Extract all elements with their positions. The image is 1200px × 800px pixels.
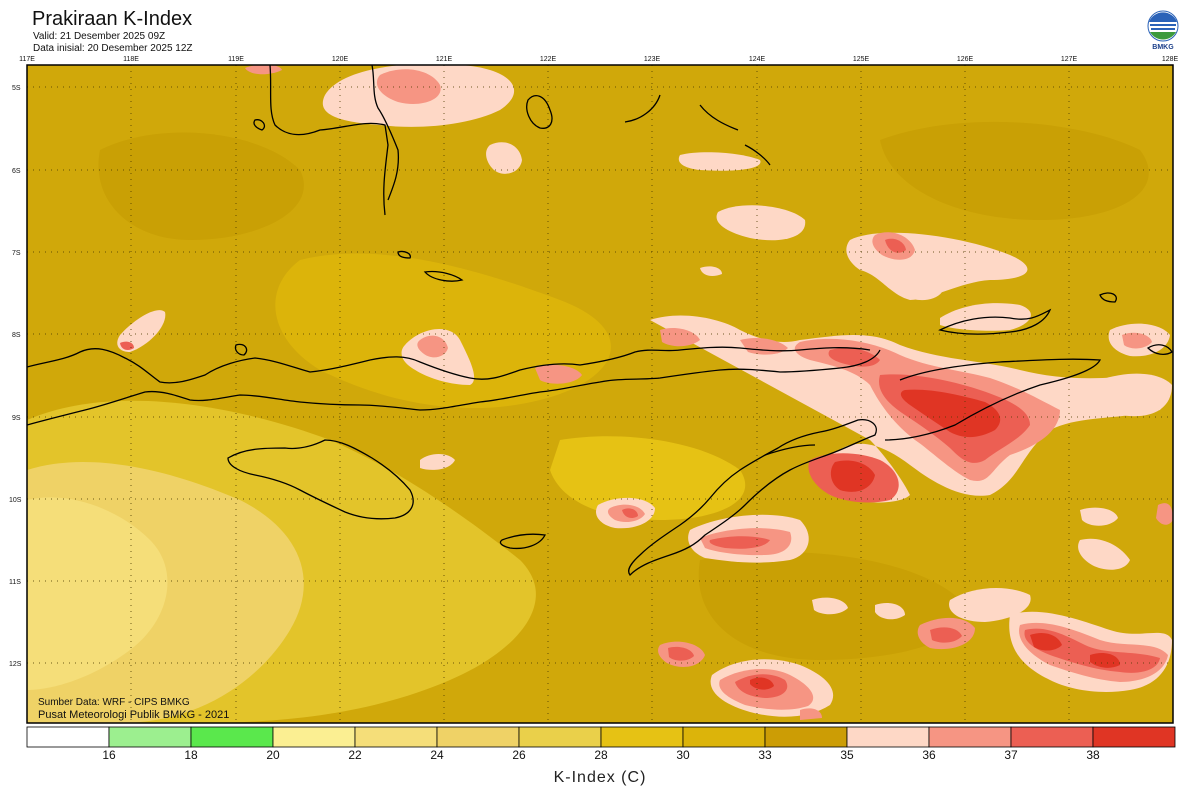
colorbar-swatch	[26, 726, 110, 748]
publisher-credit: Pusat Meteorologi Publik BMKG - 2021	[38, 709, 230, 721]
colorbar-swatch	[272, 726, 356, 748]
lat-tick-label: 9S	[12, 415, 21, 422]
colorbar-tick-label: 26	[512, 748, 526, 762]
map-title: Prakiraan K-Index	[32, 8, 193, 30]
colorbar-swatch	[518, 726, 602, 748]
colorbar-swatch	[354, 726, 438, 748]
colorbar	[26, 726, 1176, 748]
lon-tick-label: 120E	[332, 56, 349, 63]
colorbar-swatch	[1010, 726, 1094, 748]
colorbar-swatch	[1092, 726, 1176, 748]
colorbar-tick-label: 33	[758, 748, 772, 762]
lon-tick-label: 125E	[853, 56, 870, 63]
logo-label: BMKG	[1152, 44, 1174, 51]
lat-tick-label: 5S	[12, 85, 21, 92]
colorbar-tick-label: 18	[184, 748, 198, 762]
colorbar-tick-label: 36	[922, 748, 936, 762]
bmkg-logo-icon	[1147, 10, 1179, 42]
colorbar-tick-label: 16	[102, 748, 116, 762]
colorbar-tick-label: 28	[594, 748, 608, 762]
lon-tick-label: 127E	[1061, 56, 1078, 63]
lon-tick-label: 121E	[436, 56, 453, 63]
coastlines	[27, 65, 1173, 576]
colorbar-tick-label: 24	[430, 748, 444, 762]
lon-tick-label: 117E	[19, 56, 35, 63]
lat-tick-label: 11S	[9, 579, 21, 586]
data-source: Sumber Data: WRF - CIPS BMKG	[38, 697, 190, 708]
colorbar-swatch	[682, 726, 766, 748]
valid-time: Valid: 21 Desember 2025 09Z	[33, 31, 166, 42]
lon-tick-label: 123E	[644, 56, 661, 63]
initial-time: Data inisial: 20 Desember 2025 12Z	[33, 43, 193, 54]
lon-tick-labels: 117E 118E 119E 120E 121E 122E 123E 124E …	[19, 56, 1178, 63]
lon-tick-label: 122E	[540, 56, 557, 63]
colorbar-swatch	[846, 726, 930, 748]
map-frame	[26, 64, 1174, 724]
colorbar-swatch	[190, 726, 274, 748]
lat-tick-label: 12S	[9, 661, 22, 668]
colorbar-tick-labels: 16 18 20 22 24 26 28 30 33 35 36 37 38	[102, 748, 1100, 762]
colorbar-swatch	[108, 726, 192, 748]
lat-tick-label: 8S	[12, 332, 21, 339]
lon-tick-label: 118E	[123, 56, 139, 63]
colorbar-swatch	[436, 726, 520, 748]
colorbar-tick-label: 22	[348, 748, 362, 762]
high-kindex-cells	[117, 65, 1173, 720]
lon-tick-label: 124E	[749, 56, 766, 63]
lat-tick-label: 6S	[12, 168, 21, 175]
lon-tick-label: 126E	[957, 56, 974, 63]
lon-tick-label: 128E	[1162, 56, 1179, 63]
colorbar-tick-label: 30	[676, 748, 690, 762]
colorbar-tick-label: 20	[266, 748, 280, 762]
lat-tick-label: 7S	[12, 250, 21, 257]
lat-tick-labels: 5S 6S 7S 8S 9S 10S 11S 12S	[9, 85, 22, 668]
colorbar-swatch	[928, 726, 1012, 748]
colorbar-title: K-Index (C)	[553, 769, 647, 786]
colorbar-tick-label: 38	[1086, 748, 1100, 762]
colorbar-tick-label: 37	[1004, 748, 1018, 762]
colorbar-swatch	[600, 726, 684, 748]
colorbar-swatch	[764, 726, 848, 748]
colorbar-tick-label: 35	[840, 748, 854, 762]
lat-tick-label: 10S	[9, 497, 22, 504]
lon-tick-label: 119E	[228, 56, 244, 63]
k-index-field	[27, 65, 1173, 723]
